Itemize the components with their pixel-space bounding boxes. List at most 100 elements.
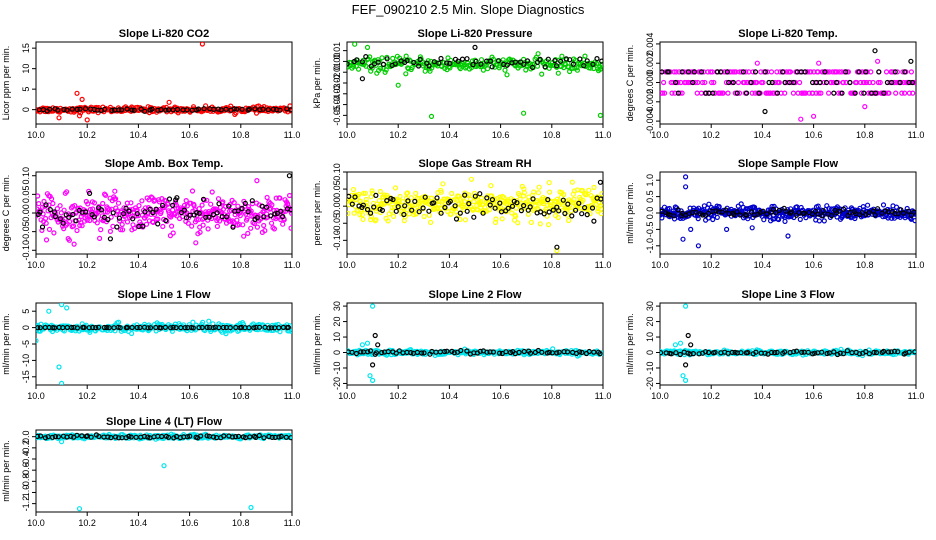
- data-point: [734, 90, 740, 96]
- data-point: [868, 69, 874, 75]
- data-point: [682, 303, 689, 309]
- data-point: [196, 325, 202, 331]
- data-point: [197, 229, 203, 235]
- data-point: [464, 192, 470, 198]
- data-point: [597, 112, 603, 118]
- data-point: [768, 349, 775, 356]
- data-point: [883, 69, 890, 75]
- data-point: [802, 69, 808, 75]
- data-point: [880, 202, 887, 208]
- data-point: [695, 79, 701, 86]
- data-point: [231, 106, 238, 112]
- data-point: [591, 184, 597, 190]
- data-point: [683, 79, 689, 86]
- data-point: [134, 324, 140, 331]
- data-point: [404, 57, 410, 64]
- data-point: [824, 350, 830, 357]
- data-point: [112, 188, 118, 194]
- data-point: [447, 60, 453, 67]
- data-point: [278, 433, 284, 439]
- data-point: [287, 192, 292, 199]
- data-point: [825, 90, 832, 96]
- data-point: [468, 176, 475, 182]
- data-point: [63, 189, 70, 195]
- data-point: [900, 69, 906, 75]
- data-point: [687, 351, 693, 357]
- data-point: [872, 90, 879, 96]
- data-point: [863, 349, 869, 355]
- data-point: [905, 208, 911, 214]
- data-point: [537, 56, 543, 63]
- data-point: [209, 189, 215, 195]
- data-point: [672, 90, 678, 96]
- data-point: [464, 208, 470, 214]
- data-point: [478, 195, 485, 201]
- data-point: [870, 79, 876, 86]
- y-tick-label: -0.05: [21, 221, 31, 242]
- data-point: [126, 433, 132, 439]
- data-point: [100, 200, 106, 207]
- data-point: [666, 205, 672, 212]
- data-point: [268, 325, 275, 331]
- data-point: [444, 348, 450, 354]
- data-point: [908, 212, 914, 218]
- data-point: [169, 223, 175, 229]
- data-point: [357, 212, 363, 218]
- points-layer: [660, 174, 916, 249]
- data-point: [393, 208, 399, 214]
- data-point: [745, 349, 751, 356]
- data-point: [475, 207, 481, 213]
- data-point: [660, 350, 664, 356]
- data-point: [155, 216, 161, 222]
- data-point: [82, 106, 89, 112]
- data-point: [257, 107, 263, 113]
- data-point: [661, 90, 668, 96]
- x-tick-label: 11.0: [908, 391, 925, 401]
- data-point: [416, 209, 422, 215]
- data-point: [584, 212, 590, 218]
- data-point: [766, 79, 772, 86]
- data-point: [712, 349, 718, 355]
- data-point: [599, 191, 603, 197]
- data-point: [120, 211, 127, 217]
- data-point: [457, 210, 463, 216]
- data-point: [428, 219, 434, 225]
- x-tick-label: 10.6: [492, 391, 510, 401]
- data-point: [183, 215, 190, 221]
- data-point: [193, 240, 199, 246]
- data-point: [821, 218, 827, 224]
- y-tick-label: 0.00: [21, 204, 31, 222]
- data-point: [114, 224, 120, 230]
- plot-frame: [659, 302, 917, 386]
- data-point: [173, 325, 179, 331]
- data-point: [720, 90, 726, 96]
- points-layer: [36, 431, 292, 512]
- data-point: [56, 115, 62, 121]
- data-point: [840, 351, 847, 357]
- data-point: [660, 90, 666, 96]
- x-tick-label: 10.2: [702, 260, 720, 270]
- data-point: [142, 209, 148, 215]
- data-point: [569, 179, 575, 185]
- data-point: [688, 226, 694, 232]
- points-layer: [660, 48, 916, 122]
- data-point: [521, 348, 527, 355]
- data-point: [220, 199, 226, 205]
- x-tick-label: 10.6: [181, 130, 199, 140]
- data-point: [403, 53, 409, 59]
- data-point: [782, 218, 788, 224]
- data-point: [862, 103, 868, 110]
- x-tick-label: 10.4: [130, 518, 148, 528]
- y-tick-label: 15: [21, 43, 31, 53]
- data-point: [453, 216, 460, 222]
- data-point: [384, 198, 390, 204]
- data-point: [102, 209, 108, 215]
- data-point: [369, 188, 375, 194]
- data-point: [432, 205, 438, 212]
- data-point: [598, 206, 603, 212]
- data-point: [901, 90, 908, 96]
- data-point: [762, 69, 769, 75]
- data-point: [892, 69, 898, 75]
- data-point: [598, 196, 603, 202]
- data-point: [391, 213, 397, 219]
